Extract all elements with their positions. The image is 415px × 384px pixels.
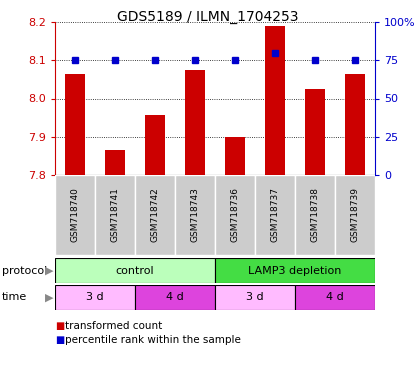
Text: 4 d: 4 d	[326, 293, 344, 303]
Bar	[215, 175, 255, 255]
Text: transformed count: transformed count	[66, 321, 163, 331]
Bar	[175, 175, 215, 255]
Text: protocol: protocol	[2, 265, 47, 275]
Text: GSM718739: GSM718739	[351, 187, 359, 243]
Text: GSM718737: GSM718737	[271, 187, 279, 243]
Bar	[55, 258, 215, 283]
Bar	[105, 150, 125, 175]
Bar	[135, 175, 175, 255]
Bar	[55, 175, 95, 255]
Bar	[135, 285, 215, 310]
Bar	[335, 175, 375, 255]
Bar	[295, 285, 375, 310]
Text: GSM718736: GSM718736	[230, 187, 239, 243]
Bar	[185, 70, 205, 175]
Text: ▶: ▶	[45, 293, 53, 303]
Bar	[305, 89, 325, 175]
Bar	[255, 175, 295, 255]
Bar	[215, 285, 295, 310]
Text: percentile rank within the sample: percentile rank within the sample	[66, 335, 241, 345]
Bar	[95, 175, 135, 255]
Bar	[345, 74, 365, 175]
Text: ■: ■	[55, 321, 64, 331]
Bar	[225, 137, 245, 175]
Text: ■: ■	[55, 335, 64, 345]
Text: GSM718741: GSM718741	[110, 187, 120, 242]
Text: GSM718742: GSM718742	[151, 188, 159, 242]
Bar	[295, 175, 335, 255]
Bar	[55, 285, 135, 310]
Text: ▶: ▶	[45, 265, 53, 275]
Text: GSM718738: GSM718738	[310, 187, 320, 243]
Bar	[65, 74, 85, 175]
Text: time: time	[2, 293, 27, 303]
Text: 4 d: 4 d	[166, 293, 184, 303]
Text: 3 d: 3 d	[86, 293, 104, 303]
Text: LAMP3 depletion: LAMP3 depletion	[248, 265, 342, 275]
Text: 3 d: 3 d	[246, 293, 264, 303]
Bar	[215, 258, 375, 283]
Text: GDS5189 / ILMN_1704253: GDS5189 / ILMN_1704253	[117, 10, 298, 24]
Bar	[265, 26, 285, 175]
Text: GSM718743: GSM718743	[190, 187, 200, 242]
Bar	[145, 114, 165, 175]
Text: control: control	[116, 265, 154, 275]
Text: GSM718740: GSM718740	[71, 187, 80, 242]
